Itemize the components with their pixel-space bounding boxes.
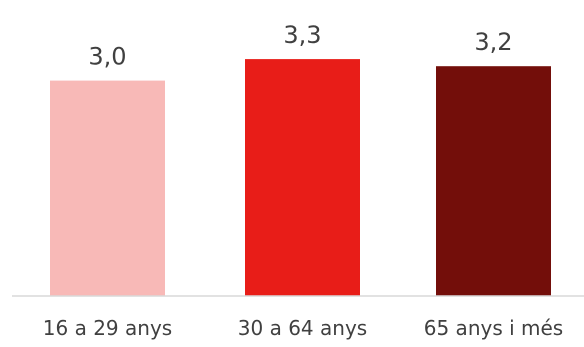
value-label-1: 3,0: [88, 43, 126, 71]
bar-3: [436, 66, 551, 296]
x-tick-label-2: 30 a 64 anys: [238, 316, 367, 340]
x-tick-labels-group: 16 a 29 anys 30 a 64 anys 65 anys i més: [43, 316, 563, 340]
value-labels-group: 3,0 3,3 3,2: [88, 21, 512, 71]
bar-2: [245, 59, 360, 296]
bar-1: [50, 80, 165, 296]
x-tick-label-3: 65 anys i més: [424, 316, 563, 340]
value-label-3: 3,2: [474, 28, 512, 56]
x-tick-label-1: 16 a 29 anys: [43, 316, 172, 340]
value-label-2: 3,3: [283, 21, 321, 49]
bars-group: [50, 59, 551, 296]
